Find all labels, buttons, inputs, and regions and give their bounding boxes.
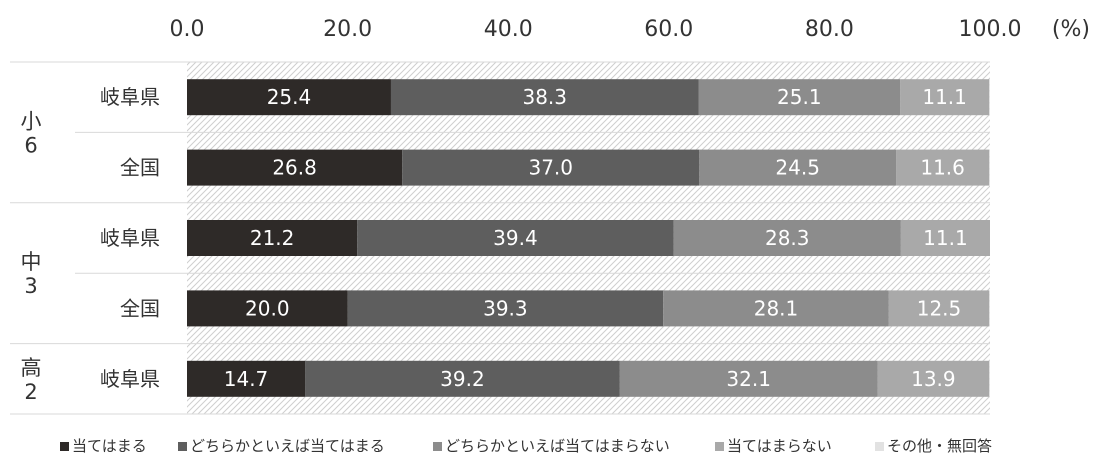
- bar-value-label: 28.1: [754, 296, 799, 320]
- bar-segment: [305, 360, 620, 397]
- x-tick-label: 80.0: [805, 17, 854, 42]
- row-label: 全国: [120, 296, 160, 320]
- bar-segment: [402, 149, 700, 186]
- bar-segment: [663, 290, 889, 327]
- bar-segment: [989, 149, 990, 186]
- bar-value-label: 11.1: [923, 226, 968, 250]
- row-label: 全国: [120, 156, 160, 180]
- x-tick-label: 40.0: [484, 17, 533, 42]
- bar-segment: [187, 360, 306, 397]
- group-label: 3: [24, 274, 37, 298]
- bar-value-label: 25.4: [267, 85, 312, 109]
- row-label: 岐阜県: [100, 226, 160, 250]
- bar-segment: [390, 79, 699, 116]
- bar-segment: [989, 290, 990, 327]
- x-axis-unit-label: (%): [1052, 17, 1090, 42]
- group-label: 2: [24, 380, 37, 404]
- bar-value-label: 26.8: [272, 156, 317, 180]
- bar-segment: [900, 79, 990, 116]
- legend: 当てはまる どちらかといえば当てはまる どちらかといえば当てはまらない 当てはまらない…: [60, 437, 992, 455]
- bar-value-label: 39.4: [493, 226, 538, 250]
- bar-segment: [896, 149, 990, 186]
- legend-label: その他・無回答: [887, 437, 992, 455]
- group-labels: 小6 中3 高2: [21, 109, 42, 403]
- x-tick-label: 20.0: [323, 17, 372, 42]
- x-tick-label: 0.0: [170, 17, 205, 42]
- bar-value-label: 13.9: [911, 367, 956, 391]
- bar-segment: [673, 220, 901, 256]
- bar-segment: [187, 290, 348, 327]
- bar-segment: [989, 79, 990, 116]
- bar-value-label: 20.0: [245, 296, 290, 320]
- bar-value-label: 28.3: [765, 226, 810, 250]
- group-label: 高: [21, 356, 42, 380]
- bar-segment: [187, 79, 391, 116]
- row-separators: [10, 61, 990, 415]
- bar-segment: [619, 360, 878, 397]
- group-label: 小: [21, 109, 42, 133]
- bar-value-label: 21.2: [250, 226, 295, 250]
- group-label: 6: [24, 133, 37, 157]
- x-tick-label: 100.0: [959, 17, 1022, 42]
- legend-swatch: [60, 442, 69, 451]
- x-axis-ticks: 0.0 20.0 40.0 60.0 80.0 100.0: [170, 17, 1022, 42]
- legend-swatch: [715, 442, 724, 451]
- bar-value-label: 32.1: [726, 367, 771, 391]
- group-label: 中: [21, 250, 42, 274]
- legend-label: 当てはまる: [72, 437, 147, 455]
- bar-segment: [888, 290, 990, 327]
- legend-swatch: [178, 442, 187, 451]
- bars: 25.4 38.3 25.1 11.1 26.8 37.0 24.5 11.6 21.2 39.4…: [187, 79, 990, 397]
- bar-segment: [698, 79, 901, 116]
- bar-value-label: 14.7: [224, 367, 269, 391]
- bar-segment: [187, 149, 403, 186]
- legend-label: どちらかといえば当てはまらない: [445, 437, 670, 455]
- bar-value-label: 24.5: [775, 156, 820, 180]
- bar-value-label: 39.3: [483, 296, 528, 320]
- legend-swatch: [433, 442, 442, 451]
- bar-value-label: 12.5: [917, 296, 962, 320]
- bar-segment: [347, 290, 664, 327]
- row-label: 岐阜県: [100, 367, 160, 391]
- legend-swatch: [875, 442, 884, 451]
- bar-value-label: 11.6: [920, 156, 965, 180]
- bar-segment: [877, 360, 990, 397]
- bar-segment: [357, 220, 674, 256]
- bar-segment: [900, 220, 990, 256]
- row-label: 岐阜県: [100, 85, 160, 109]
- legend-label: どちらかといえば当てはまる: [190, 437, 385, 455]
- bar-segment: [187, 220, 358, 256]
- bar-value-label: 38.3: [522, 85, 567, 109]
- bar-value-label: 25.1: [777, 85, 822, 109]
- bar-value-label: 39.2: [440, 367, 485, 391]
- legend-label: 当てはまらない: [727, 437, 832, 455]
- bar-value-label: 37.0: [528, 156, 573, 180]
- x-tick-label: 60.0: [644, 17, 693, 42]
- bar-segment: [699, 149, 897, 186]
- bar-value-label: 11.1: [922, 85, 967, 109]
- bar-segment: [989, 360, 990, 397]
